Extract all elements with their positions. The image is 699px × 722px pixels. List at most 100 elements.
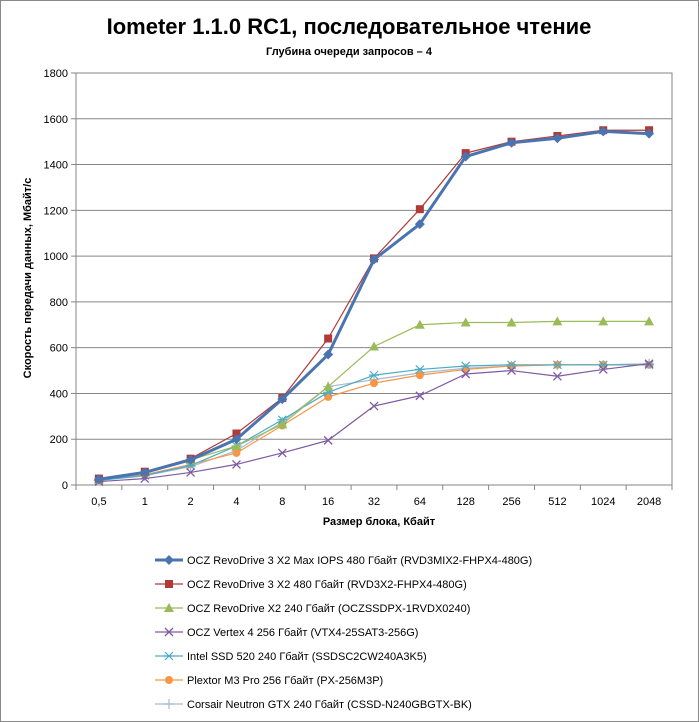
legend-item: Corsair Neutron GTX 240 Гбайт (CSSD-N240… (155, 699, 472, 711)
x-tick-label: 2048 (637, 496, 661, 508)
data-point (507, 366, 516, 376)
x-tick-label: 1024 (591, 496, 615, 508)
series-lines (93, 126, 655, 487)
legend-swatch-marker (164, 627, 174, 637)
data-point (598, 364, 608, 374)
data-point (644, 360, 655, 370)
series-6 (94, 360, 654, 484)
plot-border (75, 72, 673, 486)
legend-item: Intel SSD 520 240 Гбайт (SSDSC2CW240A3K5… (155, 651, 427, 663)
legend-swatch-marker (164, 603, 174, 612)
legend-swatch-marker (164, 699, 174, 709)
x-tick-label: 16 (322, 496, 334, 508)
legend-swatch-marker (165, 580, 173, 588)
series-2 (94, 126, 654, 483)
x-tick-label: 64 (414, 496, 426, 508)
data-point (231, 441, 242, 451)
series-1 (93, 126, 655, 485)
data-point (185, 454, 196, 465)
legend-label: OCZ RevoDrive 3 X2 480 Гбайт (RVD3X2-FHP… (187, 579, 467, 591)
legend-label: Plextor M3 Pro 256 Гбайт (PX-256M3P) (187, 675, 383, 687)
data-point (323, 435, 333, 445)
y-tick-label: 1800 (44, 68, 68, 80)
x-axis-title: Размер блока, Кбайт (323, 516, 436, 528)
data-point (232, 459, 241, 469)
data-point (369, 370, 379, 380)
x-tick-label: 512 (548, 496, 566, 508)
data-point (552, 360, 563, 370)
legend: OCZ RevoDrive 3 X2 Max IOPS 480 Гбайт (R… (155, 555, 532, 711)
x-tick-label: 0,5 (91, 496, 106, 508)
data-point (369, 401, 379, 411)
y-tick-label: 1400 (44, 160, 68, 172)
data-point (415, 371, 424, 380)
data-point (644, 128, 655, 139)
data-point (369, 341, 379, 351)
y-tick-label: 1000 (44, 251, 68, 263)
data-point (93, 474, 104, 485)
data-point (232, 448, 241, 457)
gridlines (76, 118, 672, 440)
data-point (644, 316, 655, 326)
y-tick-label: 800 (50, 297, 68, 309)
data-point (414, 319, 425, 329)
data-point (277, 448, 287, 458)
y-tick-label: 600 (50, 343, 68, 355)
data-point (506, 137, 517, 148)
plot-area: 0 200 400 600 800 1000 1200 1400 1600 1800 0,5 1 2 4… (44, 68, 673, 508)
data-point (324, 334, 333, 343)
x-tick-label: 1 (142, 496, 148, 508)
series-line (98, 129, 650, 480)
data-point (552, 133, 563, 144)
data-point (598, 316, 609, 326)
data-point (506, 317, 517, 327)
legend-item: OCZ RevoDrive 3 X2 Max IOPS 480 Гбайт (R… (155, 555, 532, 567)
legend-label: OCZ RevoDrive X2 240 Гбайт (OCZSSDPX-1RV… (187, 603, 470, 615)
data-point (507, 361, 516, 370)
data-point (186, 467, 196, 477)
legend-item: OCZ RevoDrive X2 240 Гбайт (OCZSSDPX-1RV… (155, 603, 470, 615)
legend-label: Corsair Neutron GTX 240 Гбайт (CSSD-N240… (187, 699, 472, 711)
y-tick-label: 400 (50, 388, 68, 400)
data-point (460, 317, 471, 327)
data-point (460, 151, 471, 162)
y-axis-ticks: 0 200 400 600 800 1000 1200 1400 1600 1800 (44, 68, 76, 492)
x-tick-label: 2 (188, 496, 194, 508)
x-tick-label: 4 (233, 496, 239, 508)
data-point (415, 391, 425, 401)
data-point (414, 219, 425, 230)
data-point (231, 434, 242, 445)
series-3 (93, 316, 655, 484)
y-axis-title: Скорость передачи данных, Мбайт/с (22, 178, 34, 379)
data-point (552, 316, 563, 326)
x-tick-label: 32 (368, 496, 380, 508)
legend-label: OCZ Vertex 4 256 Гбайт (VTX4-25SAT3-256G… (187, 627, 418, 639)
legend-label: OCZ RevoDrive 3 X2 Max IOPS 480 Гбайт (R… (187, 555, 532, 567)
series-7 (93, 358, 655, 486)
x-tick-label: 128 (457, 496, 475, 508)
legend-item: Plextor M3 Pro 256 Гбайт (PX-256M3P) (155, 675, 383, 687)
y-tick-label: 200 (50, 434, 68, 446)
x-axis-ticks: 0,5 1 2 4 8 16 32 64 128 256 512 1024 2048 (75, 485, 673, 508)
legend-item: OCZ RevoDrive 3 X2 480 Гбайт (RVD3X2-FHP… (155, 579, 467, 591)
data-point (277, 419, 288, 429)
data-point (415, 205, 424, 214)
data-point (460, 361, 471, 371)
data-point (139, 467, 150, 478)
data-point (323, 381, 334, 391)
y-tick-label: 1600 (44, 114, 68, 126)
legend-swatch-marker (164, 651, 174, 661)
data-point (461, 369, 471, 379)
data-point (552, 371, 562, 381)
y-tick-label: 1200 (44, 205, 68, 217)
data-point (232, 429, 241, 438)
legend-item: OCZ Vertex 4 256 Гбайт (VTX4-25SAT3-256G… (155, 627, 418, 639)
chart-title: Iometer 1.1.0 RC1, последовательное чтен… (107, 14, 592, 39)
legend-label: Intel SSD 520 240 Гбайт (SSDSC2CW240A3K5… (187, 651, 427, 663)
data-point (414, 364, 425, 374)
y-tick-label: 0 (62, 480, 68, 492)
data-point (369, 254, 379, 265)
x-tick-label: 8 (279, 496, 285, 508)
